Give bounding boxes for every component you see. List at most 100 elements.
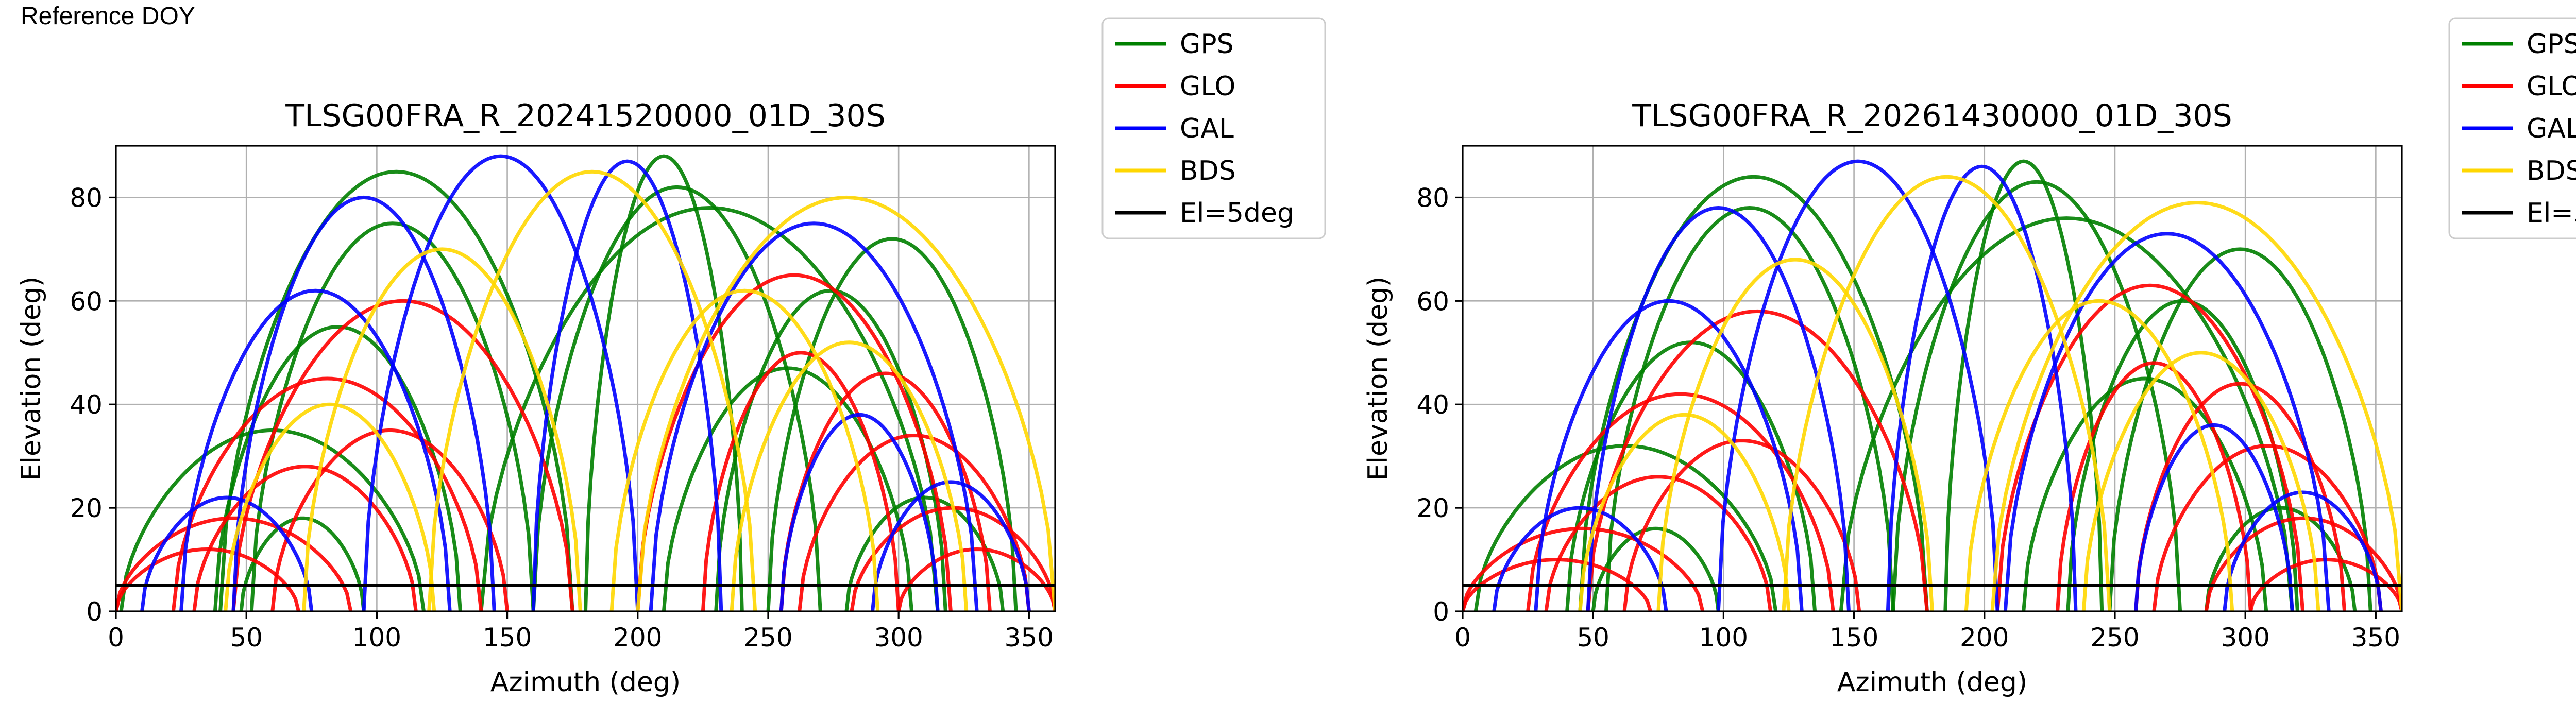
track-bds — [730, 340, 969, 611]
track-gal — [2003, 232, 2331, 611]
series-gal — [140, 154, 1031, 611]
x-axis-label: Azimuth (deg) — [1837, 667, 2027, 698]
x-tick-label: 250 — [743, 623, 792, 653]
chart-title: TLSG00FRA_R_20241520000_01D_30S — [285, 98, 885, 134]
legend-label: GAL — [2527, 113, 2576, 144]
data-layer — [116, 154, 1055, 611]
legend: GPS GLO GAL BDS El=5deg — [2448, 17, 2576, 239]
y-tick-label: 20 — [1416, 493, 1449, 523]
track-glo — [116, 516, 353, 611]
track-bds — [1990, 201, 2402, 611]
track-gal — [362, 154, 640, 611]
x-tick-label: 50 — [230, 623, 263, 653]
y-axis-label: Elevation (deg) — [1363, 277, 1394, 481]
track-gal — [1586, 206, 1851, 611]
track-bds — [1656, 258, 1934, 611]
track-gal — [1492, 506, 1668, 611]
track-gps — [1839, 216, 2294, 611]
track-glo — [1544, 475, 1772, 611]
y-tick-label: 20 — [70, 493, 103, 523]
track-glo — [798, 434, 1031, 611]
legend-label: BDS — [1180, 156, 1236, 186]
track-gps — [766, 237, 1018, 611]
track-gps — [1891, 180, 2182, 611]
track-gps — [531, 185, 822, 611]
x-tick-label: 350 — [2351, 623, 2400, 653]
track-gal — [140, 495, 314, 611]
track-glo — [231, 299, 574, 611]
x-tick-label: 300 — [2221, 623, 2269, 653]
grid — [1462, 146, 2402, 612]
track-gal — [649, 221, 979, 611]
track-gal — [2134, 423, 2294, 611]
track-glo — [2134, 382, 2347, 611]
track-bds — [1578, 413, 1791, 611]
track-gal — [179, 288, 452, 611]
legend-label: GLO — [2527, 71, 2576, 102]
track-gps — [2022, 376, 2268, 611]
track-glo — [1463, 558, 1653, 611]
legend-label: GAL — [1180, 113, 1234, 144]
track-glo — [2152, 444, 2383, 611]
y-tick-label: 40 — [1416, 390, 1449, 420]
track-bds — [609, 288, 880, 611]
series-bds — [1578, 175, 2402, 611]
x-tick-label: 200 — [613, 623, 662, 653]
legend-label: GPS — [2527, 29, 2576, 60]
y-tick-label: 80 — [1416, 183, 1449, 213]
x-tick-label: 300 — [874, 623, 923, 653]
plot-frame — [115, 145, 1056, 612]
series-bds — [224, 169, 1055, 611]
legend-label: El=5deg — [1180, 198, 1294, 229]
track-gal — [2223, 490, 2383, 611]
track-glo — [636, 273, 953, 611]
track-gps — [1591, 526, 1720, 611]
track-glo — [116, 547, 300, 611]
y-tick-label: 60 — [1416, 286, 1449, 316]
track-bds — [1782, 175, 2112, 611]
track-glo — [1586, 309, 1929, 611]
skyplot-panel-1: TLSG00FRA_R_20241520000_01D_30S 0 50 100 150… — [16, 17, 1326, 698]
y-axis-label: Elevation (deg) — [16, 277, 47, 481]
track-gal — [779, 413, 940, 611]
chart-title: TLSG00FRA_R_20261430000_01D_30S — [1632, 98, 2232, 134]
x-tick-label: 100 — [1699, 623, 1748, 653]
track-bds — [302, 247, 582, 611]
track-bds — [224, 402, 436, 611]
data-layer — [1463, 159, 2402, 611]
track-glo — [171, 376, 483, 611]
x-tick-label: 50 — [1577, 623, 1609, 653]
track-bds — [427, 169, 757, 611]
series-gal — [1492, 159, 2383, 611]
track-gal — [1716, 159, 1999, 611]
legend: GPS GLO GAL BDS El=5deg — [1101, 17, 1326, 239]
track-gal — [1534, 299, 1804, 611]
y-tick-label: 0 — [1433, 597, 1449, 627]
x-tick-label: 350 — [1005, 623, 1054, 653]
y-tick-label: 0 — [86, 597, 103, 627]
x-tick-label: 150 — [1829, 623, 1878, 653]
track-gal — [871, 480, 1031, 611]
track-gal — [531, 159, 723, 611]
track-gps — [1604, 206, 1895, 611]
legend-label: GPS — [1180, 29, 1234, 60]
x-tick-label: 0 — [1454, 623, 1471, 653]
y-tick-label: 60 — [70, 286, 103, 316]
legend-label: GLO — [1180, 71, 1235, 102]
track-glo — [192, 465, 418, 611]
y-tick-label: 40 — [70, 390, 103, 420]
figure-suptitle: Reference DOY — [21, 3, 195, 30]
x-axis-label: Azimuth (deg) — [490, 667, 681, 698]
x-tick-label: 0 — [108, 623, 124, 653]
x-tick-label: 250 — [2090, 623, 2139, 653]
x-tick-label: 100 — [352, 623, 401, 653]
track-gps — [2108, 247, 2372, 611]
y-tick-label: 80 — [70, 183, 103, 213]
track-gps — [218, 169, 574, 611]
track-bds — [636, 195, 1055, 611]
x-tick-label: 200 — [1960, 623, 2009, 653]
track-gps — [249, 221, 535, 611]
track-glo — [1526, 392, 1835, 611]
legend-label: El=5deg — [2527, 198, 2576, 229]
x-tick-label: 150 — [483, 623, 532, 653]
